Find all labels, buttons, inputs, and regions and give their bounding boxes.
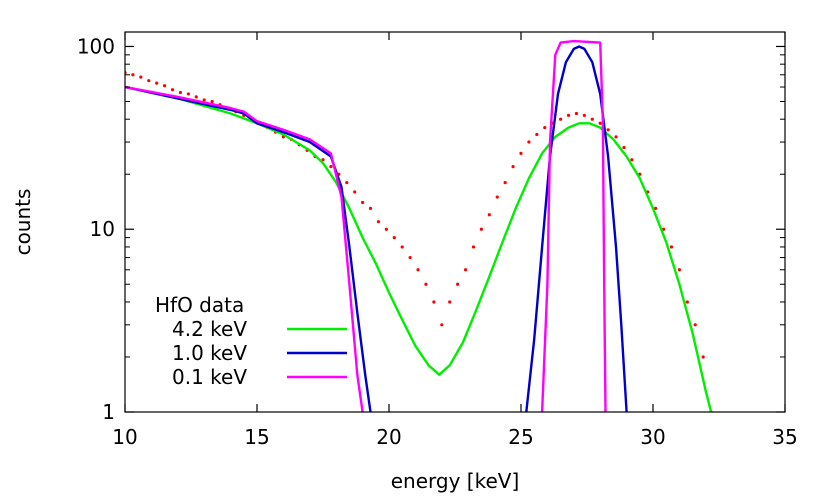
data-point: [432, 300, 436, 304]
data-point: [519, 151, 523, 155]
data-point: [511, 165, 515, 169]
x-tick-label: 30: [640, 425, 665, 449]
data-point: [448, 300, 452, 304]
y-axis-title: counts: [11, 189, 35, 256]
data-point: [194, 95, 198, 99]
y-axis: 1 10 100: [77, 34, 785, 424]
data-point: [353, 190, 357, 194]
y-tick-label: 100: [77, 34, 115, 58]
data-point: [155, 81, 159, 85]
data-point: [495, 195, 499, 199]
data-point: [582, 113, 586, 117]
data-point: [559, 117, 563, 121]
data-point: [139, 75, 143, 79]
data-point: [416, 268, 420, 272]
x-tick-label: 15: [244, 425, 269, 449]
data-point: [654, 206, 658, 211]
data-point: [479, 227, 483, 231]
data-point: [677, 268, 682, 272]
data-point: [614, 135, 618, 139]
data-point: [384, 227, 388, 231]
series-3: [125, 39, 607, 412]
plot-frame: [124, 31, 786, 413]
data-point: [178, 90, 183, 95]
x-tick-label: 25: [508, 425, 533, 449]
data-point: [503, 180, 507, 185]
data-point: [685, 300, 689, 304]
data-point: [606, 128, 610, 132]
y-tick-label: 1: [102, 400, 115, 424]
series-line: [125, 85, 713, 412]
data-point: [527, 140, 531, 144]
data-point: [170, 88, 175, 92]
y-tick-label: 10: [90, 217, 115, 241]
series-line: [125, 39, 607, 412]
data-point: [321, 158, 325, 162]
data-point: [574, 111, 579, 116]
data-point: [669, 245, 674, 249]
series-line: [125, 45, 628, 412]
data-point: [408, 255, 412, 260]
x-axis: 10 15 20 25 30 35: [112, 32, 798, 449]
data-point: [210, 99, 214, 104]
data-point: [400, 245, 404, 249]
data-point: [590, 117, 594, 121]
x-tick-label: 35: [772, 425, 797, 449]
legend-label: 1.0 keV: [172, 341, 247, 365]
data-point: [471, 245, 476, 249]
data-point: [424, 282, 428, 286]
data-point: [440, 323, 444, 327]
data-point: [131, 73, 135, 77]
data-point: [456, 282, 460, 286]
data-point: [392, 235, 396, 240]
data-point: [535, 132, 539, 137]
data-point: [463, 268, 468, 272]
data-point: [345, 180, 349, 185]
data-point: [361, 200, 365, 205]
data-point: [543, 125, 547, 130]
x-tick-label: 20: [376, 425, 401, 449]
data-point: [693, 323, 697, 327]
data-point: [598, 121, 602, 125]
data-point: [487, 213, 491, 217]
data-point: [701, 355, 705, 359]
data-point: [630, 158, 634, 162]
data-point: [202, 98, 206, 102]
legend-label: 4.2 keV: [172, 317, 247, 341]
data-point: [186, 92, 190, 96]
legend-label: HfO data: [155, 293, 244, 317]
data-point: [368, 206, 373, 211]
data-point: [147, 79, 151, 83]
x-axis-title: energy [keV]: [391, 469, 520, 493]
data-point: [376, 220, 381, 224]
legend-label: 0.1 keV: [172, 365, 247, 389]
data-point: [566, 113, 571, 117]
series-1: [125, 85, 713, 412]
x-tick-label: 10: [112, 425, 137, 449]
series-2: [125, 45, 628, 412]
data-point: [622, 145, 626, 150]
data-point: [163, 84, 167, 88]
data-point: [329, 165, 333, 169]
